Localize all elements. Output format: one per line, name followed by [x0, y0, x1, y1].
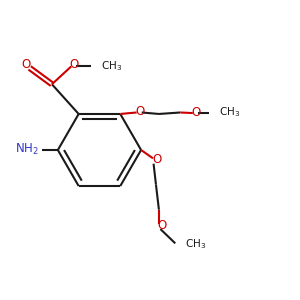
- Text: CH$_3$: CH$_3$: [185, 237, 206, 251]
- Text: CH$_3$: CH$_3$: [101, 59, 122, 73]
- Text: CH$_3$: CH$_3$: [219, 106, 240, 119]
- Text: O: O: [158, 219, 167, 232]
- Text: NH$_2$: NH$_2$: [15, 142, 38, 157]
- Text: O: O: [152, 153, 161, 166]
- Text: O: O: [135, 105, 144, 118]
- Text: O: O: [69, 58, 78, 70]
- Text: O: O: [192, 106, 201, 119]
- Text: O: O: [21, 58, 30, 71]
